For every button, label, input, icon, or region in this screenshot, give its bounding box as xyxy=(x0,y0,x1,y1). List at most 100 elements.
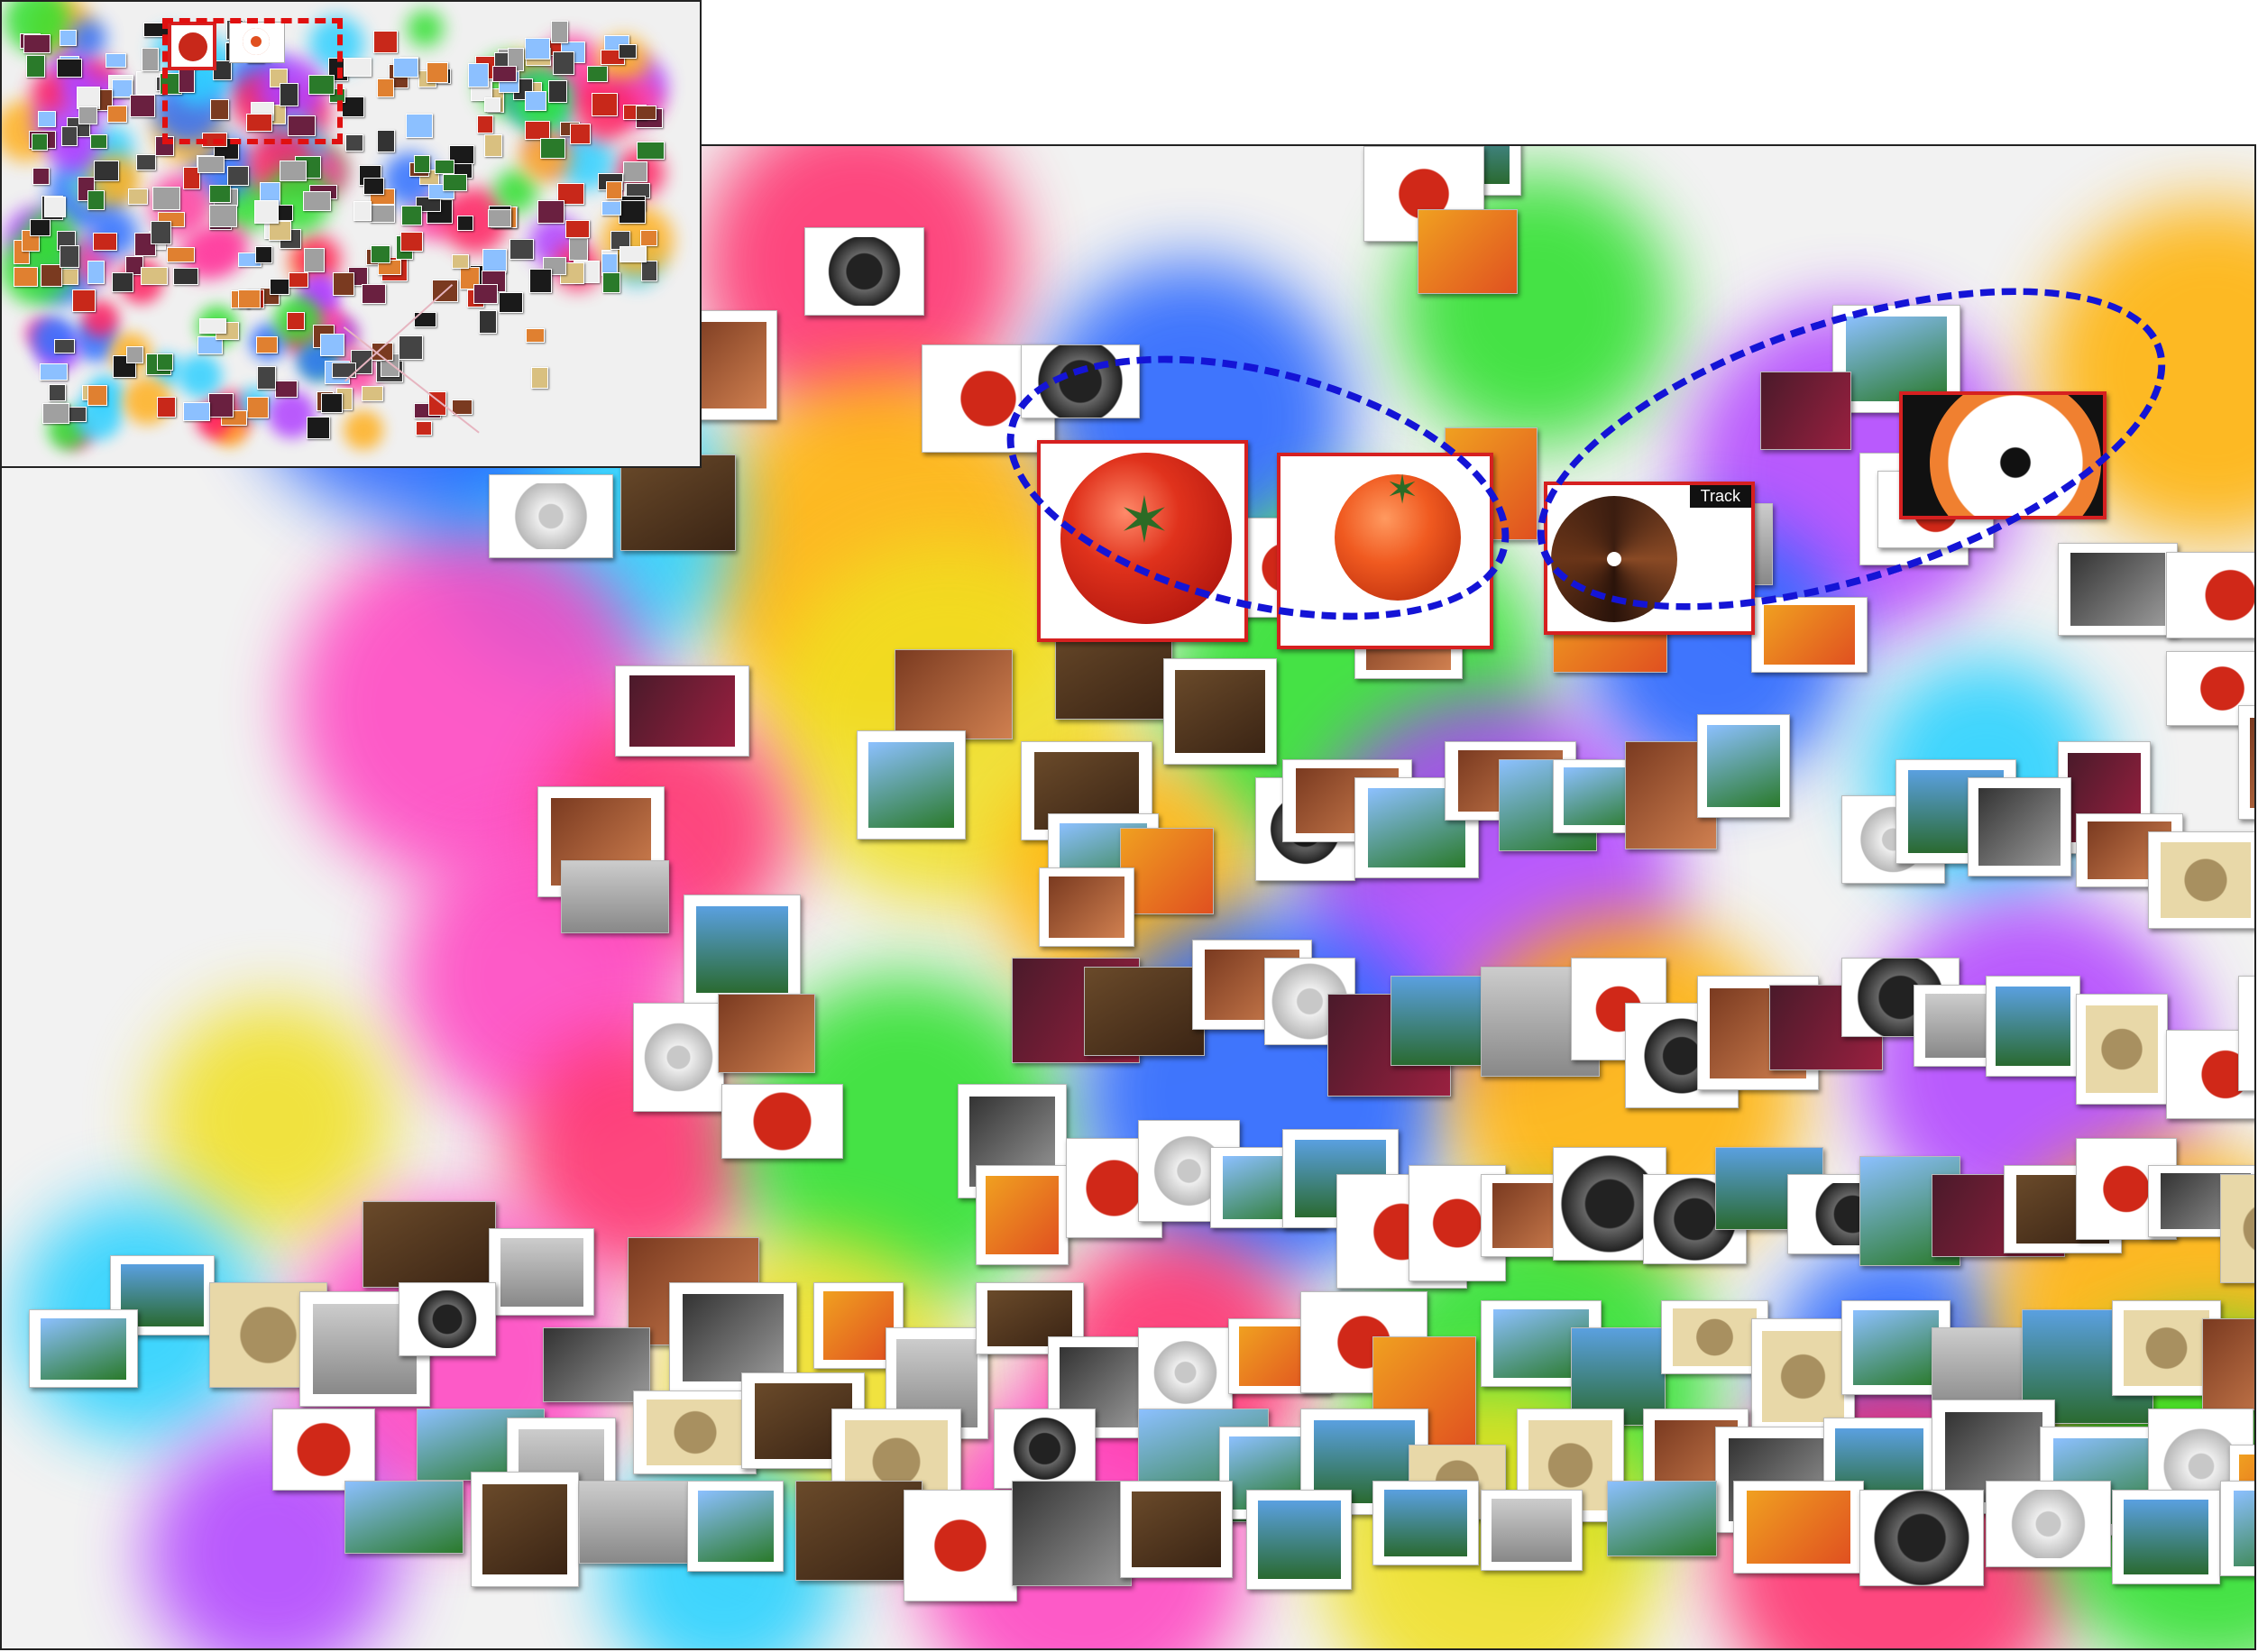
image-thumbnail[interactable] xyxy=(1986,1481,2111,1567)
thumbnail-picture xyxy=(1672,1308,1758,1366)
image-thumbnail[interactable] xyxy=(110,1255,215,1335)
image-thumbnail[interactable] xyxy=(489,1228,594,1316)
minimap-thumbnail xyxy=(172,268,198,286)
minimap-viewport-rectangle[interactable] xyxy=(162,18,343,144)
thumbnail-picture xyxy=(796,1482,922,1580)
image-thumbnail[interactable] xyxy=(344,1481,464,1554)
tomato-stem-icon: ✶ xyxy=(1117,485,1171,555)
main-map-view[interactable]: ✶ ✶ Track xyxy=(0,144,2256,1650)
track-label: Track xyxy=(1689,485,1751,508)
minimap-thumbnail xyxy=(361,386,383,402)
thumbnail-picture xyxy=(895,650,1012,739)
image-thumbnail[interactable] xyxy=(399,1282,496,1356)
image-thumbnail[interactable] xyxy=(2238,705,2254,820)
image-thumbnail[interactable] xyxy=(1120,1481,1233,1578)
image-thumbnail[interactable] xyxy=(2166,552,2254,638)
image-thumbnail[interactable] xyxy=(904,1490,1017,1602)
image-thumbnail[interactable] xyxy=(1246,1490,1352,1590)
image-thumbnail[interactable] xyxy=(1697,714,1790,818)
image-thumbnail[interactable] xyxy=(1021,344,1140,418)
image-thumbnail[interactable] xyxy=(29,1309,138,1388)
image-thumbnail[interactable] xyxy=(1084,967,1205,1056)
minimap-thumbnail xyxy=(377,78,395,98)
image-thumbnail[interactable] xyxy=(1372,1481,1479,1565)
thumbnail-picture xyxy=(621,455,735,550)
image-thumbnail[interactable] xyxy=(813,1282,904,1369)
image-thumbnail[interactable] xyxy=(620,454,736,551)
minimap-thumbnail xyxy=(125,346,143,364)
minimap-thumbnail xyxy=(482,249,508,274)
image-thumbnail[interactable] xyxy=(561,860,669,933)
image-thumbnail[interactable] xyxy=(804,227,924,316)
image-thumbnail[interactable] xyxy=(2112,1300,2221,1396)
image-thumbnail[interactable] xyxy=(1832,305,1960,413)
image-thumbnail[interactable] xyxy=(579,1481,689,1564)
image-thumbnail[interactable] xyxy=(471,1472,579,1587)
minimap-selected-tomato[interactable] xyxy=(168,22,216,70)
minimap-selected-cd[interactable] xyxy=(229,22,285,63)
image-thumbnail[interactable] xyxy=(2220,1481,2254,1576)
minimap-thumbnail xyxy=(56,58,82,78)
minimap-thumbnail xyxy=(268,220,291,241)
image-thumbnail[interactable] xyxy=(976,1165,1069,1265)
image-thumbnail[interactable] xyxy=(489,474,613,558)
image-thumbnail[interactable] xyxy=(2112,1490,2220,1584)
image-thumbnail[interactable] xyxy=(1039,867,1134,947)
image-thumbnail[interactable] xyxy=(1138,1327,1233,1418)
minimap-thumbnail xyxy=(93,161,119,182)
image-thumbnail[interactable] xyxy=(718,994,815,1073)
image-thumbnail[interactable] xyxy=(1986,976,2080,1077)
image-thumbnail[interactable] xyxy=(2166,651,2254,726)
image-thumbnail[interactable] xyxy=(994,1409,1096,1489)
image-thumbnail[interactable] xyxy=(1760,372,1851,450)
image-thumbnail[interactable] xyxy=(1661,1300,1768,1374)
image-thumbnail[interactable] xyxy=(2148,831,2254,929)
image-thumbnail[interactable] xyxy=(1012,1481,1132,1586)
image-thumbnail[interactable] xyxy=(721,1084,843,1159)
heat-blob xyxy=(153,1001,391,1239)
minimap-thumbnail xyxy=(416,420,433,436)
minimap-thumbnail xyxy=(198,318,226,335)
image-thumbnail[interactable] xyxy=(2058,543,2178,636)
image-thumbnail[interactable] xyxy=(1607,1481,1717,1556)
image-thumbnail[interactable] xyxy=(1968,777,2071,876)
selected-cd-image-2[interactable] xyxy=(1899,391,2107,519)
image-thumbnail[interactable] xyxy=(633,1003,724,1112)
thumbnail-picture xyxy=(697,1490,774,1563)
overview-minimap[interactable] xyxy=(0,0,702,468)
image-thumbnail[interactable] xyxy=(363,1201,496,1288)
image-thumbnail[interactable] xyxy=(1120,828,1214,914)
image-thumbnail[interactable] xyxy=(895,649,1013,739)
image-thumbnail[interactable] xyxy=(2076,994,2168,1105)
selected-tomato-image-1[interactable]: ✶ xyxy=(1037,440,1248,642)
image-thumbnail[interactable] xyxy=(1751,1318,1855,1435)
minimap-thumbnail xyxy=(167,247,196,263)
image-thumbnail[interactable] xyxy=(2202,1318,2254,1410)
image-thumbnail[interactable] xyxy=(684,895,801,1005)
image-thumbnail[interactable] xyxy=(1418,209,1518,294)
image-thumbnail[interactable] xyxy=(1733,1481,1864,1574)
image-thumbnail[interactable] xyxy=(1751,597,1868,673)
selected-cd-image-1[interactable]: Track xyxy=(1544,482,1755,635)
thumbnail-picture xyxy=(1492,1498,1572,1563)
image-thumbnail[interactable] xyxy=(543,1327,650,1402)
image-thumbnail[interactable] xyxy=(1481,1490,1583,1571)
thumbnail-picture xyxy=(695,906,789,993)
image-thumbnail[interactable] xyxy=(669,1282,797,1393)
selected-tomato-image-2[interactable]: ✶ xyxy=(1277,453,1493,649)
image-thumbnail[interactable] xyxy=(857,730,966,840)
thumbnail-picture xyxy=(1085,968,1204,1055)
minimap-thumbnail xyxy=(255,246,273,264)
image-thumbnail[interactable] xyxy=(1163,658,1277,765)
minimap-thumbnail xyxy=(130,94,156,117)
image-thumbnail[interactable] xyxy=(2238,976,2254,1091)
minimap-thumbnail xyxy=(270,278,290,295)
image-thumbnail[interactable] xyxy=(1391,976,1492,1066)
image-thumbnail[interactable] xyxy=(795,1481,922,1581)
image-thumbnail[interactable] xyxy=(633,1390,757,1474)
image-thumbnail[interactable] xyxy=(1859,1490,1984,1586)
image-thumbnail[interactable] xyxy=(272,1409,375,1491)
image-thumbnail[interactable] xyxy=(615,665,749,757)
image-thumbnail[interactable] xyxy=(687,1481,784,1572)
image-thumbnail[interactable] xyxy=(2220,1174,2254,1283)
